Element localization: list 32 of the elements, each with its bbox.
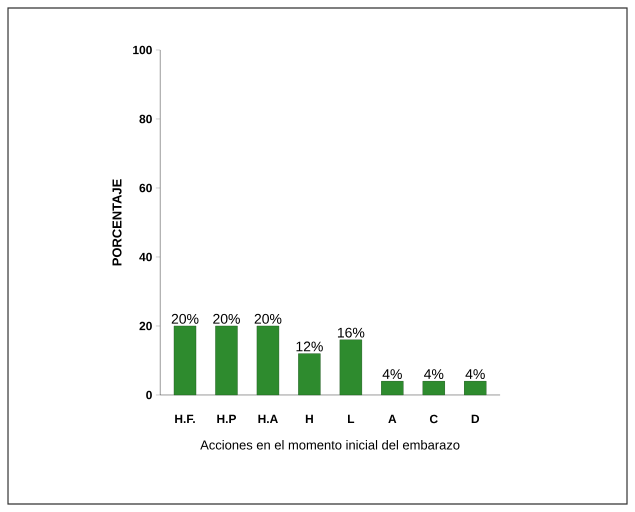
data-label: 20% bbox=[254, 314, 282, 324]
data-label: 20% bbox=[172, 314, 198, 324]
bar bbox=[298, 353, 321, 396]
y-tick-label: 100 bbox=[133, 46, 152, 54]
y-tick-label: 0 bbox=[146, 390, 152, 400]
data-label: 20% bbox=[213, 314, 240, 324]
bar bbox=[340, 340, 362, 396]
y-tick-label: 40 bbox=[139, 252, 152, 262]
y-tick-label: 60 bbox=[140, 184, 152, 192]
bar bbox=[381, 380, 404, 396]
x-tick-label: C bbox=[430, 414, 438, 424]
data-label: 4% bbox=[382, 369, 402, 379]
bar bbox=[422, 380, 445, 396]
x-tick-label: H.A bbox=[258, 414, 278, 423]
y-tick-label: 80 bbox=[139, 114, 152, 124]
x-tick-label: H.P bbox=[217, 414, 236, 423]
y-axis-title: PORCENTAJE bbox=[112, 179, 122, 266]
bar bbox=[464, 380, 486, 396]
data-label: 16% bbox=[338, 328, 364, 338]
bar bbox=[174, 326, 196, 396]
bar bbox=[256, 326, 280, 396]
data-label: 4% bbox=[465, 369, 485, 379]
data-label: 12% bbox=[296, 342, 323, 352]
bar bbox=[215, 326, 238, 396]
x-tick-label: H.F. bbox=[175, 414, 195, 423]
data-label: 4% bbox=[424, 369, 444, 379]
x-tick-label: D bbox=[472, 414, 480, 423]
x-tick-label: H bbox=[306, 414, 313, 423]
x-tick-label: A bbox=[388, 414, 396, 423]
x-tick-label: L bbox=[348, 414, 354, 423]
y-tick-label: 20 bbox=[139, 322, 152, 330]
x-axis-title: Acciones en el momento inicial del embarazo bbox=[200, 440, 460, 450]
